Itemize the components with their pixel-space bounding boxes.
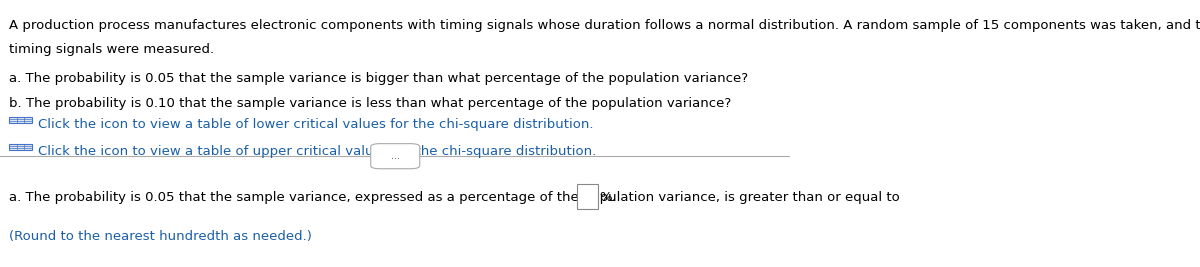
- Text: a. The probability is 0.05 that the sample variance, expressed as a percentage o: a. The probability is 0.05 that the samp…: [10, 191, 900, 204]
- FancyBboxPatch shape: [8, 144, 31, 150]
- Text: (Round to the nearest hundredth as needed.): (Round to the nearest hundredth as neede…: [10, 230, 312, 243]
- FancyBboxPatch shape: [8, 117, 31, 123]
- Text: A production process manufactures electronic components with timing signals whos: A production process manufactures electr…: [10, 19, 1200, 32]
- Text: a. The probability is 0.05 that the sample variance is bigger than what percenta: a. The probability is 0.05 that the samp…: [10, 72, 749, 85]
- Text: %.: %.: [599, 191, 616, 204]
- Text: Click the icon to view a table of upper critical values for the chi-square distr: Click the icon to view a table of upper …: [38, 145, 596, 158]
- Text: timing signals were measured.: timing signals were measured.: [10, 43, 215, 56]
- Text: Click the icon to view a table of lower critical values for the chi-square distr: Click the icon to view a table of lower …: [38, 118, 594, 131]
- FancyBboxPatch shape: [577, 184, 598, 209]
- Text: b. The probability is 0.10 that the sample variance is less than what percentage: b. The probability is 0.10 that the samp…: [10, 97, 732, 111]
- FancyBboxPatch shape: [371, 144, 420, 169]
- Text: ...: ...: [391, 151, 400, 161]
